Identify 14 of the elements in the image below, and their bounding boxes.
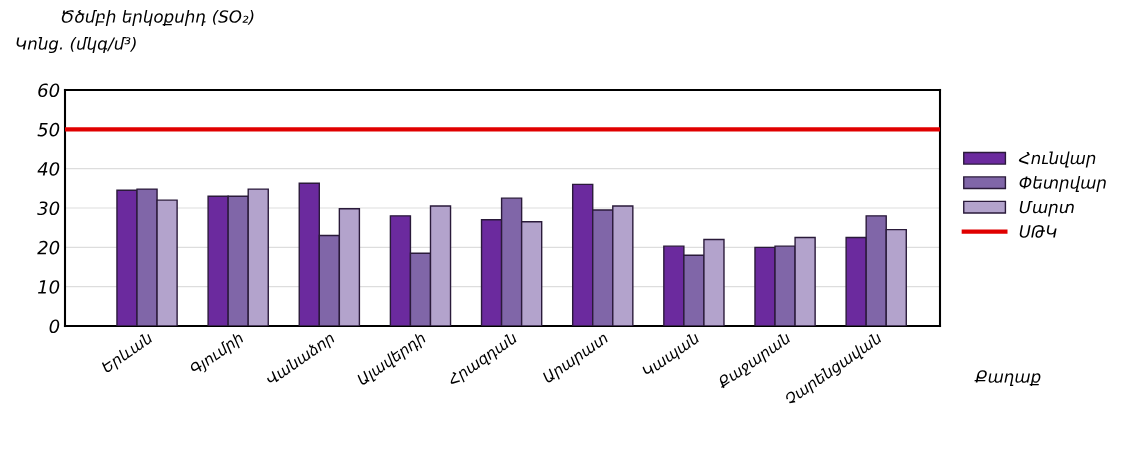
y-tick-label: 30	[37, 201, 60, 216]
y-axis-title: Կոնց. (մկգ/մ³)	[16, 36, 136, 54]
y-tick-label: 20	[37, 240, 60, 255]
legend-label: Փետրվար	[1019, 175, 1106, 193]
y-tick-label: 50	[37, 122, 60, 137]
legend-label: ՍԹԿ	[1019, 225, 1057, 238]
legend-label: Հունվար	[1018, 151, 1096, 168]
x-axis-title: Քաղաք	[974, 370, 1041, 387]
y-tick-label: 60	[38, 83, 60, 98]
y-tick-label: 40	[37, 162, 60, 176]
y-tick-label: 0	[49, 319, 60, 334]
chart-title: Ծծմբի երկօքսիդ (SO₂)	[61, 9, 254, 27]
y-tick-label: 10	[38, 280, 60, 294]
legend-label: Մարտ	[1019, 200, 1074, 217]
